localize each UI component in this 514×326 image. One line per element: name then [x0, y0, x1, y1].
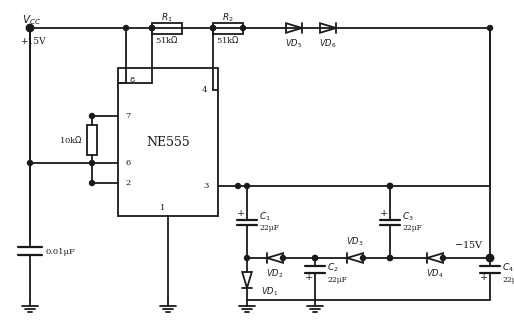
Circle shape — [487, 256, 492, 260]
Text: $VD_4$: $VD_4$ — [426, 268, 444, 280]
Circle shape — [28, 25, 32, 31]
Circle shape — [28, 160, 32, 166]
Circle shape — [150, 25, 155, 31]
Text: $C_3$: $C_3$ — [402, 211, 414, 223]
Circle shape — [245, 256, 249, 260]
Text: 3: 3 — [204, 182, 209, 190]
Circle shape — [440, 256, 446, 260]
Bar — [152, 22, 182, 34]
Bar — [118, 68, 218, 216]
Text: +15V: +15V — [20, 37, 46, 47]
Circle shape — [245, 184, 249, 188]
Circle shape — [388, 184, 393, 188]
Text: $VD_3$: $VD_3$ — [346, 236, 364, 248]
Text: $VD_5$: $VD_5$ — [285, 38, 303, 50]
Circle shape — [150, 25, 155, 31]
Circle shape — [313, 256, 318, 260]
Circle shape — [388, 184, 393, 188]
Polygon shape — [427, 253, 443, 263]
Text: +: + — [305, 274, 313, 283]
Circle shape — [388, 184, 393, 188]
Text: $VD_1$: $VD_1$ — [261, 286, 278, 298]
Text: 51k$\Omega$: 51k$\Omega$ — [155, 34, 179, 45]
Circle shape — [487, 25, 492, 31]
Circle shape — [28, 25, 32, 31]
Text: NE555: NE555 — [146, 136, 190, 149]
Polygon shape — [347, 253, 363, 263]
Bar — [87, 125, 97, 155]
Circle shape — [313, 256, 318, 260]
Circle shape — [235, 184, 241, 188]
Bar — [213, 22, 243, 34]
Text: 51k$\Omega$: 51k$\Omega$ — [216, 34, 240, 45]
Polygon shape — [286, 23, 302, 33]
Circle shape — [89, 160, 95, 166]
Circle shape — [211, 25, 215, 31]
Circle shape — [487, 256, 492, 260]
Text: +: + — [480, 274, 488, 283]
Polygon shape — [320, 23, 336, 33]
Circle shape — [388, 256, 393, 260]
Circle shape — [241, 25, 246, 31]
Text: 8: 8 — [130, 76, 135, 84]
Circle shape — [89, 181, 95, 185]
Text: 6: 6 — [125, 159, 131, 167]
Text: +: + — [380, 209, 388, 217]
Text: $VD_2$: $VD_2$ — [266, 268, 284, 280]
Circle shape — [123, 25, 128, 31]
Text: +: + — [237, 209, 245, 217]
Text: 4: 4 — [201, 86, 207, 94]
Text: 1: 1 — [160, 204, 166, 212]
Text: 22μF: 22μF — [502, 276, 514, 284]
Circle shape — [89, 113, 95, 118]
Text: $R_1$: $R_1$ — [161, 11, 173, 24]
Text: $VD_6$: $VD_6$ — [319, 38, 337, 50]
Text: 22μF: 22μF — [402, 224, 422, 232]
Text: 10k$\Omega$: 10k$\Omega$ — [59, 134, 83, 145]
Text: 22μF: 22μF — [327, 276, 347, 284]
Text: $C_1$: $C_1$ — [259, 211, 271, 223]
Text: 22μF: 22μF — [259, 224, 279, 232]
Circle shape — [388, 256, 393, 260]
Text: $-$15V: $-$15V — [454, 239, 484, 249]
Polygon shape — [242, 272, 252, 288]
Text: $V_{CC}$: $V_{CC}$ — [22, 13, 41, 27]
Text: $C_2$: $C_2$ — [327, 262, 339, 274]
Text: $C_4$: $C_4$ — [502, 262, 514, 274]
Circle shape — [360, 256, 365, 260]
Circle shape — [281, 256, 285, 260]
Polygon shape — [267, 253, 283, 263]
Text: 0.01μF: 0.01μF — [46, 247, 76, 256]
Text: $R_2$: $R_2$ — [222, 11, 234, 24]
Circle shape — [211, 25, 215, 31]
Text: 7: 7 — [125, 112, 131, 120]
Text: 2: 2 — [125, 179, 131, 187]
